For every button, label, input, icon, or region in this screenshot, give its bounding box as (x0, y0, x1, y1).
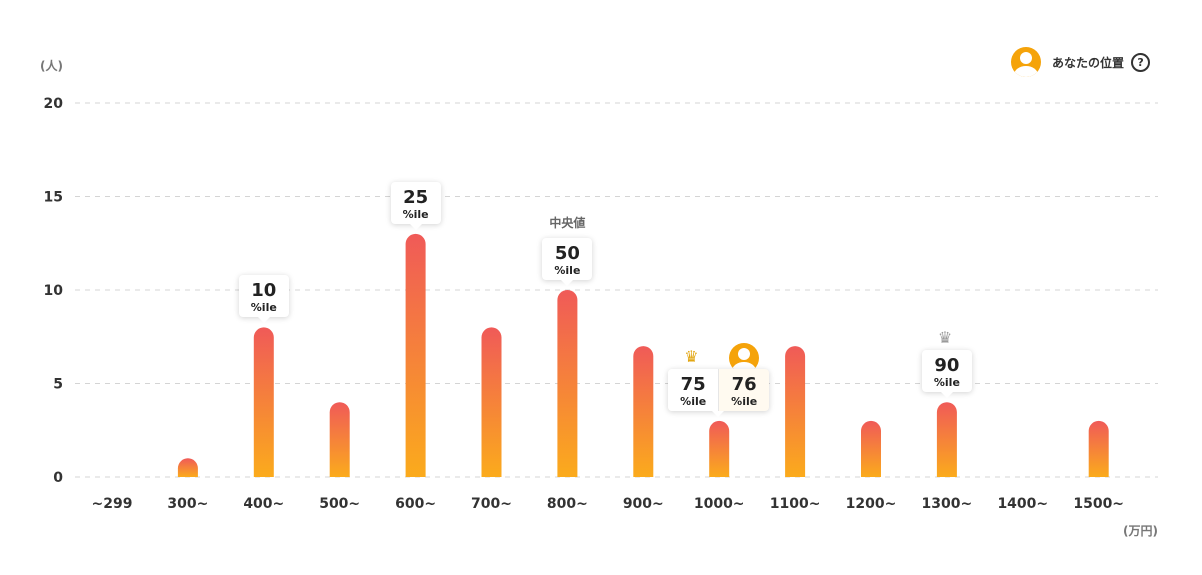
bar[interactable] (936, 402, 957, 477)
percentile-value: 90 (934, 355, 960, 377)
axis-labels: (人) (万円) (40, 58, 1158, 538)
percentile-unit: %ile (680, 394, 707, 408)
percentile-tooltip: 90 %ile (921, 350, 972, 399)
bar[interactable] (481, 327, 502, 477)
x-tick-label: 900~ (623, 496, 664, 512)
bar[interactable] (557, 290, 578, 477)
legend: あなたの位置 ? (1011, 47, 1151, 77)
percentile-unit: %ile (402, 207, 429, 221)
bar[interactable] (1088, 420, 1109, 477)
percentile-value: 76 (731, 373, 757, 395)
x-tick-label: 800~ (547, 496, 588, 512)
percentile-unit: %ile (731, 394, 758, 408)
x-tick-label: 1400~ (997, 496, 1048, 512)
avatar-icon (729, 342, 760, 373)
median-label: 中央値 (549, 216, 586, 230)
percentile-tooltip: 25 %ile (390, 181, 441, 230)
percentile-value: 50 (554, 243, 580, 264)
x-tick-label: 300~ (167, 496, 208, 512)
bar[interactable] (177, 458, 198, 477)
percentile-unit: %ile (554, 264, 581, 277)
y-tick-label: 10 (44, 283, 64, 299)
percentile-value: 10 (251, 280, 277, 302)
percentile-value: 25 (403, 186, 429, 208)
percentile-tooltip-pair: 75 %ile 76 %ile (668, 368, 770, 417)
percentile-cell: 76 %ile (719, 369, 769, 411)
x-tick-label: 1100~ (770, 496, 821, 512)
bar[interactable] (253, 327, 274, 477)
avatar-icon (1011, 47, 1041, 77)
bar[interactable] (405, 233, 426, 477)
bar[interactable] (709, 420, 730, 477)
x-axis-unit: (万円) (1123, 524, 1158, 538)
percentile-tooltip: 50 %ile (542, 238, 593, 286)
x-tick-label: 1000~ (694, 496, 745, 512)
bar[interactable] (329, 402, 350, 477)
x-tick-label: 700~ (471, 496, 512, 512)
bar[interactable] (633, 346, 654, 477)
x-tick-label: ~299 (92, 496, 133, 512)
x-tick-label: 1300~ (922, 496, 973, 512)
x-tick-label: 500~ (319, 496, 360, 512)
y-tick-label: 5 (53, 377, 63, 393)
percentile-unit: %ile (250, 301, 277, 315)
x-tick-label: 400~ (243, 496, 284, 512)
percentile-tooltip: 10 %ile (238, 275, 289, 324)
crown-icon: ♛ (684, 346, 699, 366)
y-tick-label: 20 (44, 96, 64, 112)
bars: ~299 300~ 400~ 500~ 600~ 700~ 800~ 900~ 1000~ 110… (92, 233, 1124, 512)
grid: 0 5 10 15 20 (44, 96, 1158, 486)
x-tick-label: 600~ (395, 496, 436, 512)
bar[interactable] (861, 420, 881, 477)
help-icon[interactable]: ? (1131, 52, 1151, 72)
legend-label: あなたの位置 (1052, 55, 1125, 70)
percentile-value: 75 (680, 373, 706, 395)
percentile-unit: %ile (933, 376, 960, 390)
y-axis-unit: (人) (40, 58, 63, 73)
bar[interactable] (785, 346, 806, 477)
y-tick-label: 0 (53, 470, 63, 486)
x-tick-label: 1500~ (1073, 496, 1124, 512)
percentile-cell: 75 %ile (668, 368, 720, 411)
y-tick-label: 15 (44, 190, 63, 206)
crown-icon: ♛ (937, 328, 953, 348)
x-tick-label: 1200~ (846, 496, 897, 512)
